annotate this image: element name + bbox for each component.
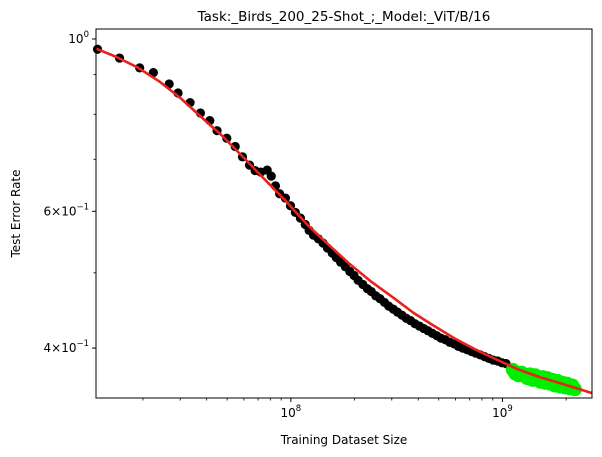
y-tick-label: 4×10−1	[44, 339, 90, 355]
fit-line-layer	[95, 47, 593, 395]
points-layer	[92, 44, 582, 397]
x-tick-label: 108	[280, 404, 301, 420]
plot-frame	[95, 28, 593, 399]
data-point	[222, 133, 232, 143]
y-tick-label: 100	[68, 30, 89, 46]
ticks-layer: 108 109 100 6×10−1 4×10−1	[44, 30, 567, 420]
data-point	[266, 171, 276, 181]
x-tick-label: 109	[492, 404, 513, 420]
x-axis-label: Training Dataset Size	[280, 433, 408, 447]
y-tick-label: 6×10−1	[44, 202, 90, 218]
data-point	[280, 193, 291, 203]
data-point	[230, 141, 240, 152]
y-axis-label: Test Error Rate	[9, 169, 23, 258]
chart-title: Task:_Birds_200_25-Shot_;_Model:_ViT/B/1…	[197, 9, 491, 25]
fit-line	[95, 47, 593, 395]
